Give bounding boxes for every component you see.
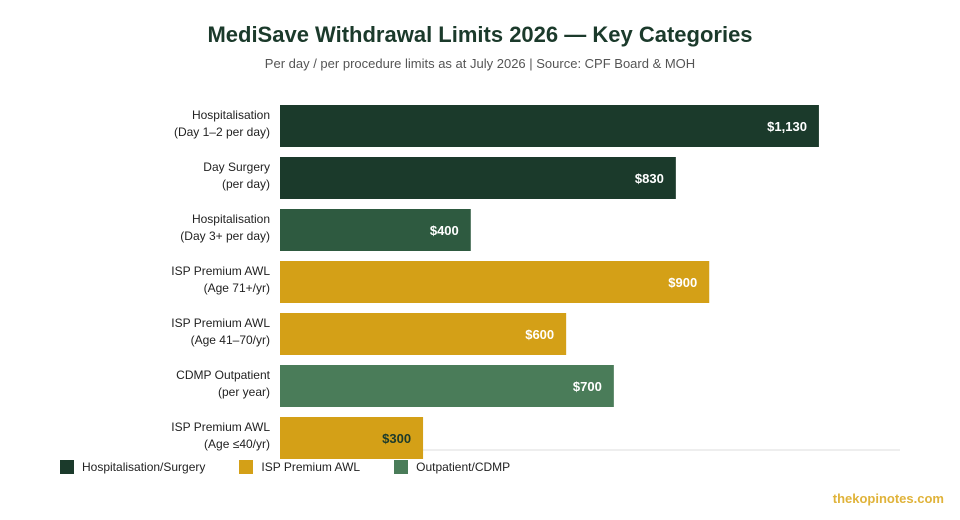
chart-area: $1,130 Hospitalisation (Day 1–2 per day) $8… bbox=[171, 105, 900, 459]
legend-label: Outpatient/CDMP bbox=[416, 460, 511, 474]
legend-swatch bbox=[239, 460, 254, 474]
chart-title: MediSave Withdrawal Limits 2026 — Key Ca… bbox=[207, 22, 753, 47]
bar-2 bbox=[280, 209, 471, 251]
category-label: Hospitalisation (Day 1–2 per day) bbox=[174, 108, 270, 139]
bar-value-label: $900 bbox=[668, 275, 697, 290]
chart-subtitle: Per day / per procedure limits as at Jul… bbox=[264, 56, 696, 71]
bar-value-label: $400 bbox=[430, 223, 459, 238]
category-label: ISP Premium AWL (Age 71+/yr) bbox=[171, 264, 270, 295]
bar-value-label: $300 bbox=[382, 431, 411, 446]
watermark: thekopinotes.com bbox=[832, 491, 944, 506]
legend-item-outpatient: Outpatient/CDMP bbox=[394, 460, 510, 474]
legend-item-isp-premium: ISP Premium AWL bbox=[239, 460, 360, 474]
bar-6 bbox=[280, 417, 424, 459]
legend-label: Hospitalisation/Surgery bbox=[82, 460, 206, 474]
category-label: Day Surgery (per day) bbox=[203, 160, 270, 191]
bar-value-label: $1,130 bbox=[767, 119, 807, 134]
bar-1 bbox=[280, 157, 676, 199]
bar-value-label: $600 bbox=[525, 327, 554, 342]
category-label: ISP Premium AWL (Age ≤40/yr) bbox=[171, 420, 270, 451]
bar-value-label: $700 bbox=[573, 379, 602, 394]
category-label: CDMP Outpatient (per year) bbox=[176, 368, 270, 399]
chart-legend: Hospitalisation/Surgery ISP Premium AWL … bbox=[60, 460, 510, 474]
legend-label: ISP Premium AWL bbox=[261, 460, 361, 474]
legend-swatch bbox=[394, 460, 409, 474]
legend-item-hospitalisation: Hospitalisation/Surgery bbox=[60, 460, 205, 474]
legend-swatch bbox=[60, 460, 74, 474]
bar-chart: $1,130 Hospitalisation (Day 1–2 per day) $8… bbox=[171, 105, 900, 459]
category-label: Hospitalisation (Day 3+ per day) bbox=[180, 212, 270, 243]
bar-3 bbox=[280, 261, 710, 303]
bar-4 bbox=[280, 313, 567, 355]
category-label: ISP Premium AWL (Age 41–70/yr) bbox=[171, 316, 270, 347]
bar-5 bbox=[280, 365, 614, 407]
bar-value-label: $830 bbox=[635, 171, 664, 186]
bar-0 bbox=[280, 105, 819, 147]
